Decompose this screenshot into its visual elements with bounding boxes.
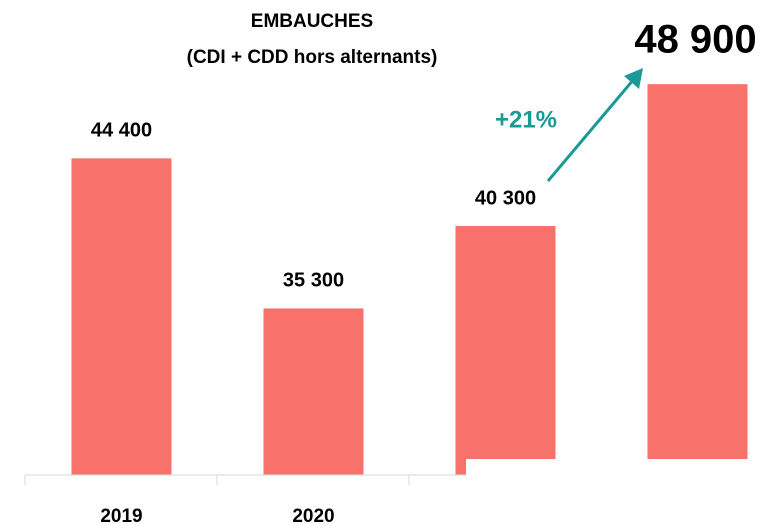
- bar: [71, 158, 172, 475]
- bar: [647, 84, 748, 476]
- value-label: 48 900: [634, 18, 756, 62]
- chart-subtitle: (CDI + CDD hors alternants): [187, 47, 438, 68]
- value-label: 44 400: [91, 120, 152, 142]
- bar: [263, 308, 364, 475]
- growth-annotation: +21%: [495, 106, 557, 133]
- growth-arrow: [546, 78, 636, 182]
- x-tick-label: 2020: [292, 506, 334, 525]
- mask: [466, 459, 774, 525]
- bar: [455, 225, 556, 475]
- value-label: 35 300: [283, 270, 344, 292]
- value-label: 40 300: [475, 187, 536, 209]
- x-tick-label: 2019: [100, 506, 142, 525]
- arrow-head: [624, 68, 643, 89]
- chart-title: EMBAUCHES: [251, 11, 373, 32]
